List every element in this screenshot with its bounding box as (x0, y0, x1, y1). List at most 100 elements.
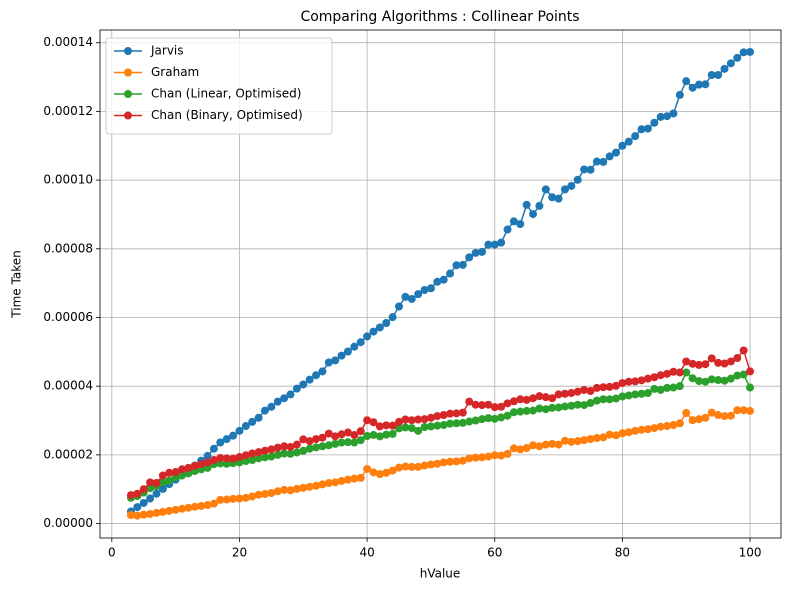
data-point (656, 371, 665, 380)
data-point (178, 471, 187, 480)
data-point (637, 389, 646, 398)
data-point (356, 436, 365, 445)
data-point (222, 435, 231, 444)
data-point (414, 426, 423, 435)
data-point (458, 418, 467, 427)
data-point (624, 137, 633, 146)
data-point (535, 442, 544, 451)
data-point (260, 406, 269, 415)
y-tick-label: 0.00000 (43, 516, 93, 530)
data-point (324, 358, 333, 367)
data-point (222, 495, 231, 504)
data-point (375, 470, 384, 479)
data-point (452, 409, 461, 418)
data-point (586, 165, 595, 174)
data-point (465, 417, 474, 426)
data-point (669, 367, 678, 376)
y-tick-label: 0.00002 (43, 447, 93, 461)
data-point (509, 408, 518, 417)
data-point (420, 286, 429, 295)
data-point (624, 428, 633, 437)
data-point (746, 367, 755, 376)
data-point (631, 132, 640, 141)
data-point (656, 422, 665, 431)
data-point (643, 374, 652, 383)
data-point (388, 313, 397, 322)
data-point (465, 253, 474, 262)
x-tick-label: 0 (108, 546, 116, 560)
data-point (720, 64, 729, 73)
data-point (305, 375, 314, 384)
data-point (401, 415, 410, 424)
data-point (560, 436, 569, 445)
data-point (567, 181, 576, 190)
data-point (273, 450, 282, 459)
data-point (471, 248, 480, 257)
data-point (267, 489, 276, 498)
data-point (158, 471, 167, 480)
data-point (726, 374, 735, 383)
data-point (292, 440, 301, 449)
data-point (312, 435, 321, 444)
data-point (209, 456, 218, 465)
data-point (541, 440, 550, 449)
data-point (714, 358, 723, 367)
data-point (739, 48, 748, 57)
data-point (643, 124, 652, 133)
data-point (516, 445, 525, 454)
data-point (318, 433, 327, 442)
data-point (363, 431, 372, 440)
data-point (209, 444, 218, 453)
data-point (605, 430, 614, 439)
data-point (484, 414, 493, 423)
data-point (560, 402, 569, 411)
data-point (139, 510, 148, 519)
data-point (197, 502, 206, 511)
data-point (497, 413, 506, 422)
data-point (554, 194, 563, 203)
data-point (324, 441, 333, 450)
data-point (733, 406, 742, 415)
data-point (280, 449, 289, 458)
data-point (694, 377, 703, 386)
data-point (139, 485, 148, 494)
data-point (573, 387, 582, 396)
data-point (675, 368, 684, 377)
y-tick-label: 0.00010 (43, 173, 93, 187)
y-tick-label: 0.00004 (43, 379, 93, 393)
data-point (388, 421, 397, 430)
data-point (446, 457, 455, 466)
data-point (216, 459, 225, 468)
data-point (650, 384, 659, 393)
legend-label: Jarvis (150, 44, 184, 58)
data-point (516, 220, 525, 229)
data-point (356, 473, 365, 482)
data-point (580, 436, 589, 445)
data-point (663, 112, 672, 121)
data-point (139, 498, 148, 507)
data-point (229, 494, 238, 503)
data-point (643, 425, 652, 434)
data-point (133, 511, 142, 520)
data-point (650, 118, 659, 127)
x-tick-label: 100 (739, 546, 762, 560)
data-point (509, 397, 518, 406)
data-point (133, 489, 142, 498)
data-point (388, 466, 397, 475)
data-point (126, 510, 135, 519)
data-point (586, 435, 595, 444)
data-point (682, 77, 691, 86)
data-point (280, 442, 289, 451)
data-point (650, 424, 659, 433)
data-point (605, 382, 614, 391)
data-point (746, 47, 755, 56)
data-point (318, 480, 327, 489)
data-point (292, 448, 301, 457)
y-tick-label: 0.00008 (43, 241, 93, 255)
data-point (637, 376, 646, 385)
data-point (254, 413, 263, 422)
data-point (439, 420, 448, 429)
data-point (701, 360, 710, 369)
data-point (669, 420, 678, 429)
data-point (350, 474, 359, 483)
